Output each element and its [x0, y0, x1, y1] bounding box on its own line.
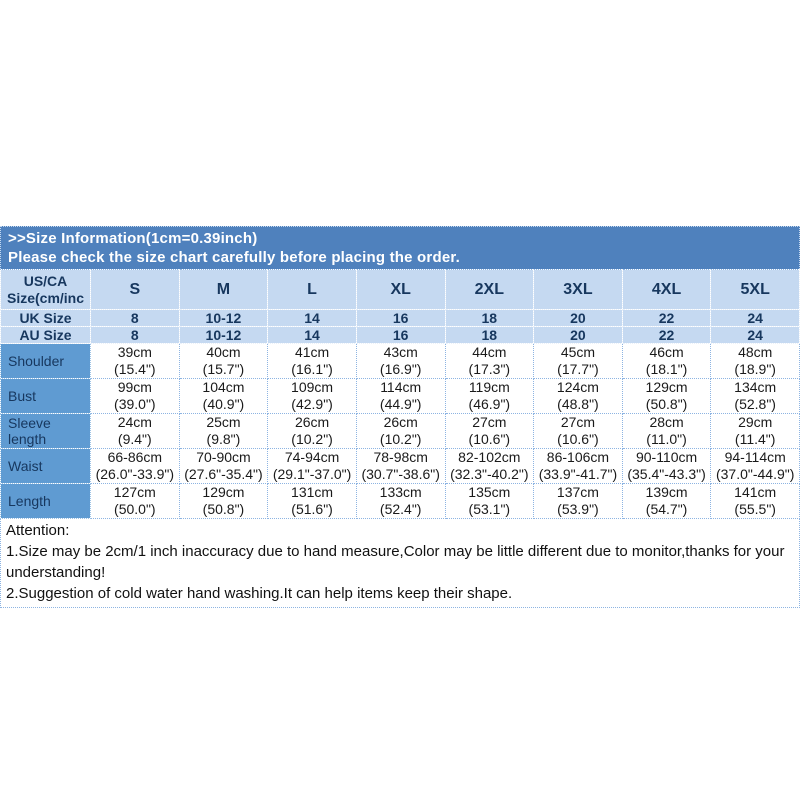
size-header-cell: S	[90, 269, 180, 310]
size-header-cell: XL	[355, 269, 446, 310]
size-header-cell: 4XL	[621, 269, 712, 310]
measure-value-cell: 26cm (10.2")	[267, 413, 357, 449]
size-value-cell: 16	[355, 326, 446, 344]
measure-value-cell: 137cm (53.9")	[533, 483, 623, 519]
row-label-cell: UK Size	[0, 309, 91, 327]
measure-value-cell: 43cm (16.9")	[355, 343, 446, 379]
measure-value-cell: 24cm (9.4")	[90, 413, 180, 449]
size-value-cell: 18	[444, 326, 535, 344]
size-value-cell: 14	[267, 326, 357, 344]
size-value-cell: 14	[267, 309, 357, 327]
measure-value-cell: 27cm (10.6")	[533, 413, 623, 449]
measure-value-cell: 39cm (15.4")	[90, 343, 180, 379]
measure-value-cell: 82-102cm (32.3"-40.2")	[444, 448, 535, 484]
row-label-cell: Waist	[0, 448, 91, 484]
measure-value-cell: 139cm (54.7")	[621, 483, 712, 519]
measure-value-cell: 29cm (11.4")	[710, 413, 800, 449]
measure-value-cell: 26cm (10.2")	[355, 413, 446, 449]
row-label-cell: Bust	[0, 378, 91, 414]
table-row: Shoulder 39cm (15.4") 40cm (15.7") 41cm (16…	[0, 343, 800, 379]
table-row: AU Size 8 10-12 14 16 18 20 22 24	[0, 326, 800, 344]
banner-subtitle: Please check the size chart carefully be…	[8, 249, 460, 266]
measure-value-cell: 141cm (55.5")	[710, 483, 800, 519]
measure-value-cell: 78-98cm (30.7"-38.6")	[355, 448, 446, 484]
measure-value-cell: 45cm (17.7")	[533, 343, 623, 379]
size-header-cell: L	[267, 269, 357, 310]
attention-title: Attention:	[6, 522, 70, 539]
row-label-cell: Shoulder	[0, 343, 91, 379]
banner-title: >>Size Information(1cm=0.39inch)	[8, 230, 258, 247]
measure-value-cell: 114cm (44.9")	[355, 378, 446, 414]
measure-value-cell: 119cm (46.9")	[444, 378, 535, 414]
measure-value-cell: 86-106cm (33.9"-41.7")	[533, 448, 623, 484]
size-chart-table: US/CA Size(cm/inc S M L XL 2XL 3XL 4XL 5XL UK S…	[0, 269, 800, 519]
size-value-cell: 24	[710, 309, 800, 327]
measure-value-cell: 25cm (9.8")	[178, 413, 269, 449]
measure-value-cell: 70-90cm (27.6"-35.4")	[178, 448, 269, 484]
measure-value-cell: 66-86cm (26.0"-33.9")	[90, 448, 180, 484]
size-information-sheet: >>Size Information(1cm=0.39inch) Please …	[0, 226, 800, 608]
measure-value-cell: 94-114cm (37.0"-44.9")	[710, 448, 800, 484]
size-value-cell: 16	[355, 309, 446, 327]
measure-value-cell: 133cm (52.4")	[355, 483, 446, 519]
attention-note-1: 1.Size may be 2cm/1 inch inaccuracy due …	[6, 543, 785, 581]
measure-value-cell: 46cm (18.1")	[621, 343, 712, 379]
measure-value-cell: 124cm (48.8")	[533, 378, 623, 414]
size-value-cell: 20	[533, 326, 623, 344]
measure-value-cell: 109cm (42.9")	[267, 378, 357, 414]
measure-value-cell: 131cm (51.6")	[267, 483, 357, 519]
table-row: Waist 66-86cm (26.0"-33.9") 70-90cm (27.6"…	[0, 448, 800, 484]
measure-value-cell: 129cm (50.8")	[621, 378, 712, 414]
size-header-cell: 3XL	[533, 269, 623, 310]
size-value-cell: 22	[621, 309, 712, 327]
measure-value-cell: 41cm (16.1")	[267, 343, 357, 379]
table-row: Length 127cm (50.0") 129cm (50.8") 131cm (5…	[0, 483, 800, 519]
attention-note-2: 2.Suggestion of cold water hand washing.…	[6, 585, 513, 602]
measure-value-cell: 48cm (18.9")	[710, 343, 800, 379]
table-row: Sleeve length 24cm (9.4") 25cm (9.8") 26cm …	[0, 413, 800, 449]
measure-value-cell: 104cm (40.9")	[178, 378, 269, 414]
measure-value-cell: 135cm (53.1")	[444, 483, 535, 519]
size-value-cell: 22	[621, 326, 712, 344]
size-value-cell: 8	[90, 326, 180, 344]
measure-value-cell: 74-94cm (29.1"-37.0")	[267, 448, 357, 484]
size-value-cell: 18	[444, 309, 535, 327]
measure-value-cell: 90-110cm (35.4"-43.3")	[621, 448, 712, 484]
row-label-cell: Sleeve length	[0, 413, 91, 449]
row-label-cell: Length	[0, 483, 91, 519]
measure-value-cell: 28cm (11.0")	[621, 413, 712, 449]
corner-header-cell: US/CA Size(cm/inc	[0, 269, 91, 310]
row-label-cell: AU Size	[0, 326, 91, 344]
attention-section: Attention: 1.Size may be 2cm/1 inch inac…	[0, 519, 800, 608]
size-header-cell: M	[178, 269, 269, 310]
measure-value-cell: 134cm (52.8")	[710, 378, 800, 414]
measure-value-cell: 99cm (39.0")	[90, 378, 180, 414]
table-row: Bust 99cm (39.0") 104cm (40.9") 109cm (42.9…	[0, 378, 800, 414]
size-value-cell: 24	[710, 326, 800, 344]
measure-value-cell: 44cm (17.3")	[444, 343, 535, 379]
size-info-banner: >>Size Information(1cm=0.39inch) Please …	[0, 226, 800, 269]
measure-value-cell: 40cm (15.7")	[178, 343, 269, 379]
size-chart-body: UK Size 8 10-12 14 16 18 20 22 24 AU Size 8 10-12 14…	[0, 309, 800, 519]
measure-value-cell: 127cm (50.0")	[90, 483, 180, 519]
size-value-cell: 10-12	[178, 309, 269, 327]
size-value-cell: 10-12	[178, 326, 269, 344]
table-row: UK Size 8 10-12 14 16 18 20 22 24	[0, 309, 800, 327]
size-header-cell: 5XL	[710, 269, 800, 310]
size-value-cell: 8	[90, 309, 180, 327]
size-value-cell: 20	[533, 309, 623, 327]
size-header-row: US/CA Size(cm/inc S M L XL 2XL 3XL 4XL 5XL	[0, 269, 800, 310]
size-header-cell: 2XL	[444, 269, 535, 310]
measure-value-cell: 27cm (10.6")	[444, 413, 535, 449]
measure-value-cell: 129cm (50.8")	[178, 483, 269, 519]
